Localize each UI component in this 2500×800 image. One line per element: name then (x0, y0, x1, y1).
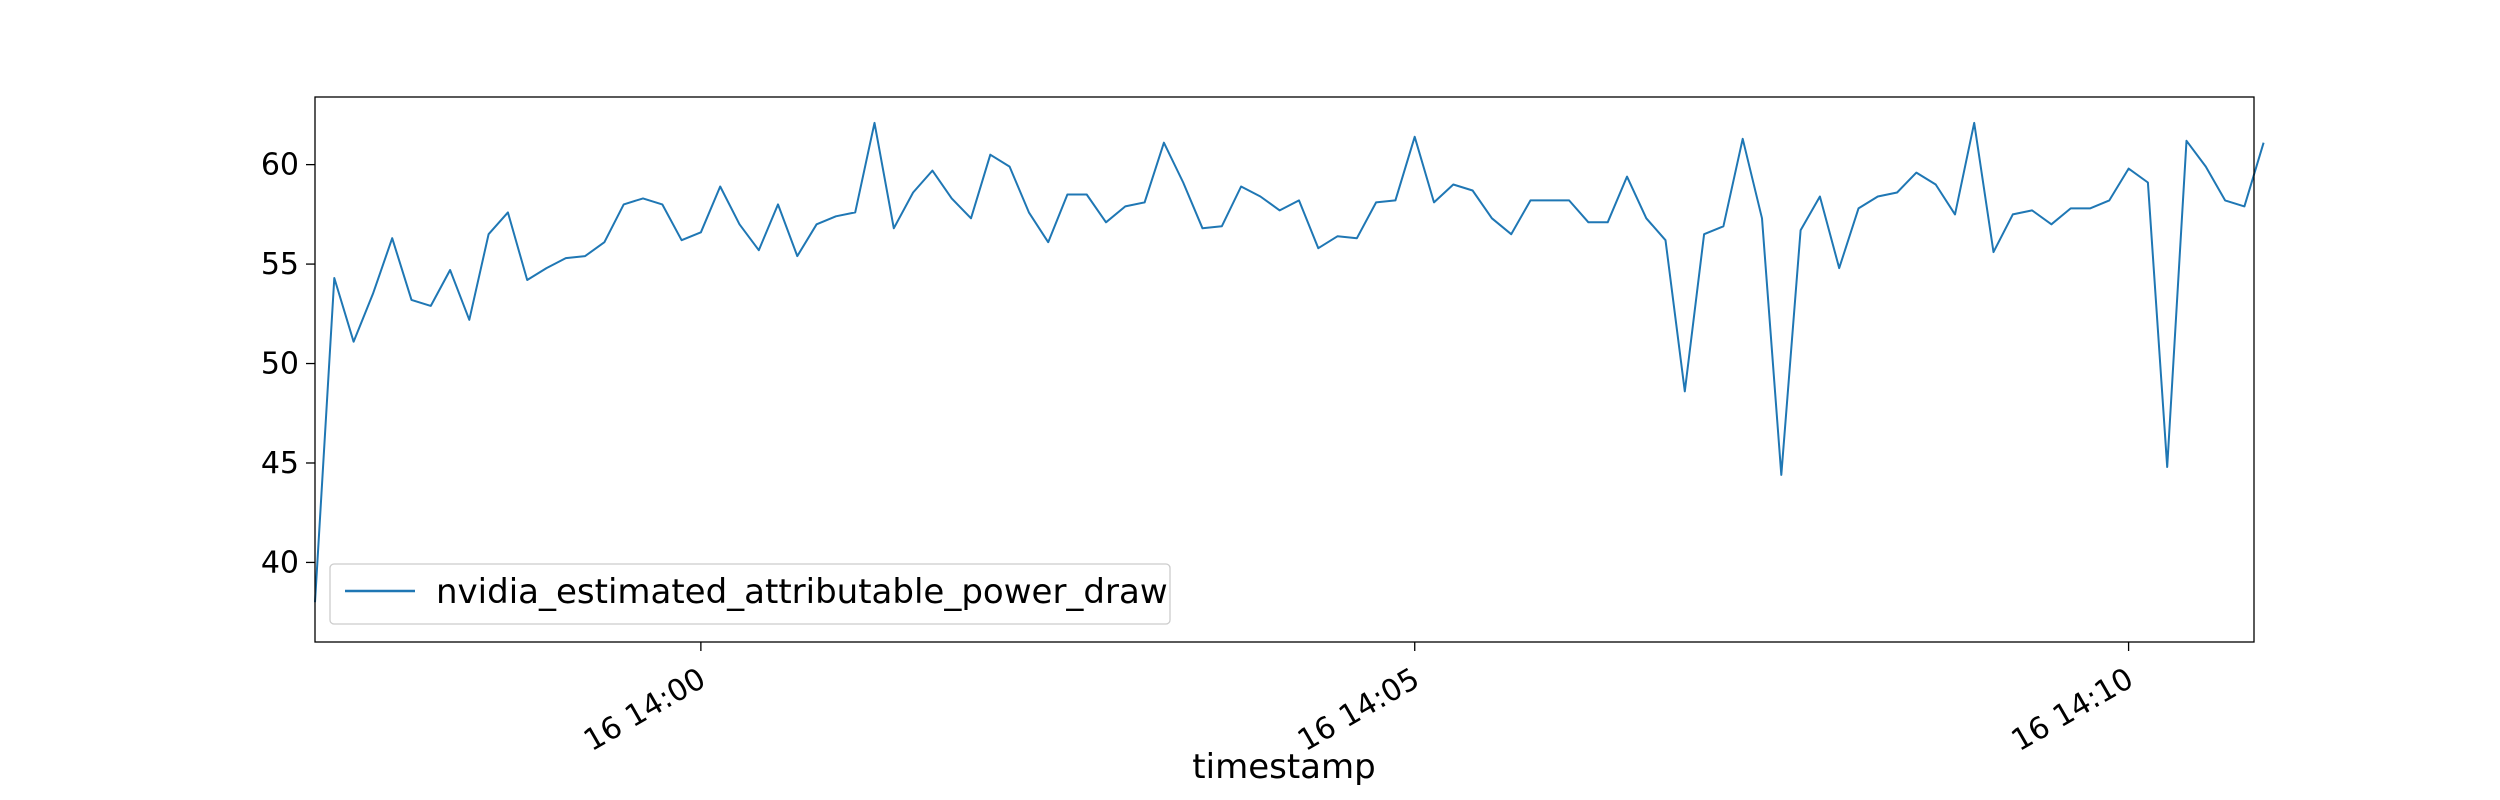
chart-marks (314, 121, 2265, 603)
plot-area-frame (314, 96, 2255, 643)
y-tick-label: 50 (261, 347, 299, 382)
legend-label: nvidia_estimated_attributable_power_draw (436, 572, 1168, 612)
x-tick-label: 16 14:05 (1292, 661, 1426, 758)
legend: nvidia_estimated_attributable_power_draw (329, 563, 1171, 625)
legend-box (329, 563, 1171, 625)
x-tick-label: 16 14:00 (578, 661, 712, 758)
series-line-0 (314, 121, 2265, 603)
y-axis: 40 45 50 55 60 (261, 148, 315, 580)
y-tick-label: 40 (261, 545, 299, 580)
x-axis-title: timestamp (1192, 747, 1375, 787)
x-tick-label: 16 14:10 (2006, 661, 2140, 758)
y-tick-label: 60 (261, 148, 299, 183)
y-tick-label: 55 (261, 247, 299, 282)
y-tick-label: 45 (261, 446, 299, 481)
x-axis: 16 14:00 16 14:05 16 14:10 (578, 642, 2139, 759)
